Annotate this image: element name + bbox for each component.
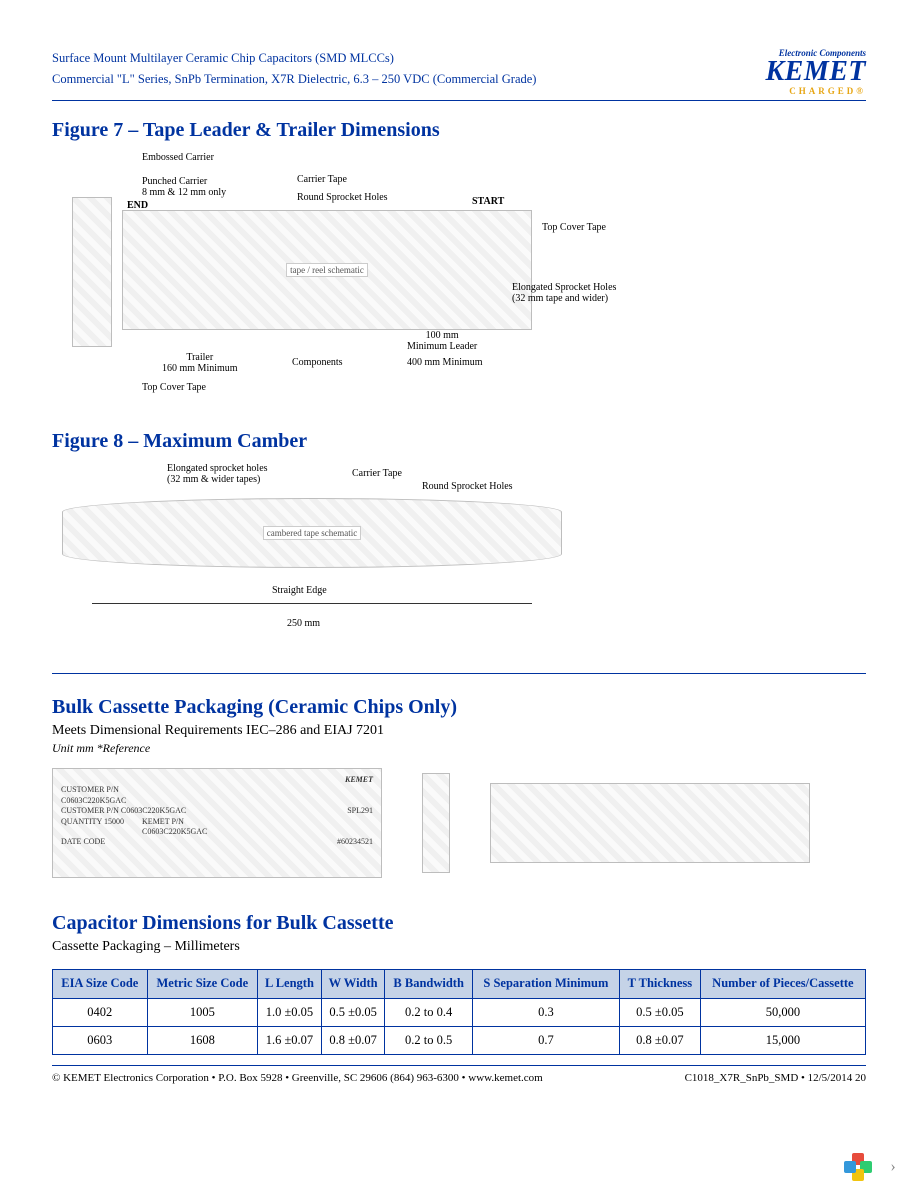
dims-subtitle: Cassette Packaging – Millimeters <box>52 939 866 955</box>
cassette-section-drawing <box>490 783 810 863</box>
table-header-row: EIA Size Code Metric Size Code L Length … <box>53 970 866 999</box>
camber-placeholder: cambered tape schematic <box>263 526 361 540</box>
col-eia: EIA Size Code <box>53 970 148 999</box>
next-page-button[interactable]: › <box>878 1152 908 1182</box>
col-length: L Length <box>258 970 322 999</box>
pinwheel-icon[interactable] <box>844 1153 872 1181</box>
bulk-cassette-note: Unit mm *Reference <box>52 741 866 756</box>
header-line2: Commercial "L" Series, SnPb Termination,… <box>52 69 536 90</box>
dimensions-table: EIA Size Code Metric Size Code L Length … <box>52 969 866 1055</box>
tape-body-placeholder: tape / reel schematic <box>286 263 368 277</box>
mid-rule <box>52 673 866 674</box>
round-sprocket-label-2: Round Sprocket Holes <box>422 481 513 492</box>
col-separation: S Separation Minimum <box>472 970 619 999</box>
page-header: Surface Mount Multilayer Ceramic Chip Ca… <box>52 48 866 96</box>
col-metric: Metric Size Code <box>147 970 258 999</box>
components-label: Components <box>292 357 343 368</box>
elongated-right-label: Elongated Sprocket Holes (32 mm tape and… <box>512 282 616 304</box>
col-bandwidth: B Bandwidth <box>385 970 472 999</box>
header-text: Surface Mount Multilayer Ceramic Chip Ca… <box>52 48 536 91</box>
table-row: 0603 1608 1.6 ±0.07 0.8 ±0.07 0.2 to 0.5… <box>53 1026 866 1054</box>
round-sprocket-label: Round Sprocket Holes <box>297 192 388 203</box>
carrier-tape-label: Carrier Tape <box>297 174 347 185</box>
footer-left: © KEMET Electronics Corporation • P.O. B… <box>52 1072 543 1084</box>
carrier-tape-label-2: Carrier Tape <box>352 468 402 479</box>
col-width: W Width <box>321 970 385 999</box>
figure7-title: Figure 7 – Tape Leader & Trailer Dimensi… <box>52 119 866 142</box>
cassette-label-drawing: KEMET CUSTOMER P/N C0603C220K5GAC CUSTOM… <box>52 768 382 878</box>
figure8-title: Figure 8 – Maximum Camber <box>52 430 866 453</box>
start-label: START <box>472 196 504 207</box>
header-line1: Surface Mount Multilayer Ceramic Chip Ca… <box>52 48 536 69</box>
straight-edge-label: Straight Edge <box>272 585 327 596</box>
bulk-cassette-subtitle: Meets Dimensional Requirements IEC–286 a… <box>52 723 866 739</box>
min-400-label: 400 mm Minimum <box>407 357 483 368</box>
footer-right: C1018_X7R_SnPb_SMD • 12/5/2014 20 <box>685 1072 866 1084</box>
page-footer: © KEMET Electronics Corporation • P.O. B… <box>52 1066 866 1084</box>
figure7-diagram: tape / reel schematic Embossed Carrier P… <box>52 152 662 422</box>
trailer-label: Trailer 160 mm Minimum <box>162 352 238 374</box>
figure8-diagram: cambered tape schematic Elongated sprock… <box>52 463 612 643</box>
top-cover-left-label: Top Cover Tape <box>142 382 206 393</box>
punched-carrier-label: Punched Carrier 8 mm & 12 mm only <box>142 176 226 198</box>
viewer-nav-widget: › <box>844 1152 908 1182</box>
table-row: 0402 1005 1.0 ±0.05 0.5 ±0.05 0.2 to 0.4… <box>53 998 866 1026</box>
cassette-side-drawing <box>422 773 450 873</box>
end-label: END <box>127 200 148 211</box>
logo-main: KEMET <box>765 58 866 86</box>
logo-sub: CHARGED® <box>765 86 866 96</box>
kemet-logo: Electronic Components KEMET CHARGED® <box>765 48 866 96</box>
header-rule <box>52 100 866 101</box>
col-pieces: Number of Pieces/Cassette <box>700 970 865 999</box>
bulk-cassette-title: Bulk Cassette Packaging (Ceramic Chips O… <box>52 696 866 719</box>
embossed-carrier-label: Embossed Carrier <box>142 152 214 163</box>
min-leader-100-label: 100 mm Minimum Leader <box>407 330 477 352</box>
dims-title: Capacitor Dimensions for Bulk Cassette <box>52 912 866 935</box>
col-thickness: T Thickness <box>620 970 701 999</box>
top-cover-right-label: Top Cover Tape <box>542 222 606 233</box>
elongated-label: Elongated sprocket holes (32 mm & wider … <box>167 463 268 485</box>
cassette-drawings: KEMET CUSTOMER P/N C0603C220K5GAC CUSTOM… <box>52 768 866 878</box>
length-250-label: 250 mm <box>287 618 320 629</box>
